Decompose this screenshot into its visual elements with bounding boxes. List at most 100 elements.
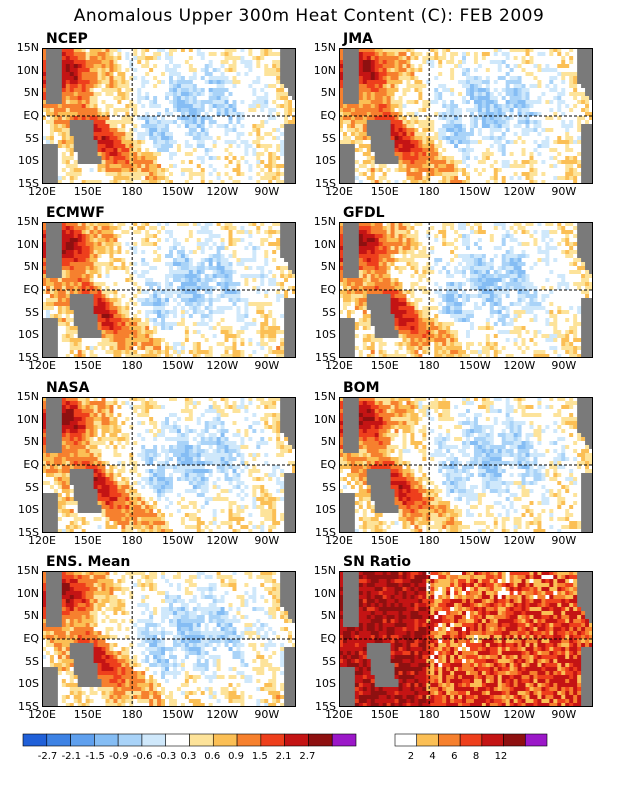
grid-cell bbox=[370, 160, 376, 165]
grid-cell bbox=[354, 108, 360, 113]
grid-cell bbox=[65, 246, 71, 251]
grid-cell bbox=[216, 80, 221, 85]
grid-cell bbox=[248, 52, 253, 57]
grid-cell bbox=[204, 116, 210, 121]
grid-cell bbox=[469, 64, 475, 69]
grid-cell bbox=[228, 140, 233, 145]
grid-cell bbox=[89, 246, 94, 251]
grid-cell bbox=[161, 230, 166, 235]
grid-cell bbox=[101, 164, 106, 169]
grid-cell bbox=[521, 152, 526, 157]
grid-cell bbox=[422, 76, 427, 81]
grid-cell bbox=[244, 164, 249, 169]
grid-cell bbox=[418, 84, 423, 89]
grid-cell bbox=[137, 76, 142, 81]
grid-cell bbox=[93, 56, 98, 61]
grid-cell bbox=[501, 120, 507, 125]
grid-cell bbox=[169, 238, 174, 243]
grid-cell bbox=[422, 116, 427, 121]
grid-cell bbox=[248, 160, 253, 165]
grid-cell bbox=[346, 128, 352, 133]
grid-cell bbox=[105, 52, 110, 57]
grid-cell bbox=[430, 76, 435, 81]
grid-cell bbox=[517, 72, 522, 77]
grid-cell bbox=[549, 180, 554, 184]
grid-cell bbox=[370, 52, 376, 57]
grid-cell bbox=[394, 112, 399, 117]
grid-cell bbox=[196, 250, 202, 255]
land-cell bbox=[45, 230, 51, 235]
grid-cell bbox=[69, 164, 75, 169]
grid-cell bbox=[541, 140, 546, 145]
grid-cell bbox=[378, 80, 384, 85]
grid-cell bbox=[339, 88, 344, 93]
grid-cell bbox=[525, 180, 530, 184]
grid-cell bbox=[113, 88, 118, 93]
grid-cell bbox=[153, 108, 158, 113]
land-cell bbox=[288, 164, 293, 169]
grid-cell bbox=[69, 176, 75, 181]
grid-cell bbox=[65, 112, 71, 117]
grid-cell bbox=[208, 176, 214, 181]
grid-cell bbox=[153, 226, 158, 231]
grid-cell bbox=[172, 84, 178, 89]
grid-cell bbox=[97, 116, 102, 121]
grid-cell bbox=[276, 234, 281, 239]
grid-cell bbox=[485, 92, 491, 97]
grid-cell bbox=[57, 136, 63, 141]
grid-cell bbox=[513, 128, 518, 133]
grid-cell bbox=[192, 92, 198, 97]
grid-cell bbox=[137, 144, 142, 149]
grid-cell bbox=[533, 64, 538, 69]
grid-cell bbox=[161, 72, 166, 77]
grid-cell bbox=[462, 112, 467, 117]
grid-cell bbox=[386, 168, 391, 173]
grid-cell bbox=[565, 120, 570, 125]
grid-cell bbox=[557, 108, 562, 113]
grid-cell bbox=[288, 116, 293, 121]
grid-cell bbox=[276, 140, 281, 145]
grid-cell bbox=[180, 242, 186, 247]
grid-cell bbox=[220, 108, 225, 113]
grid-cell bbox=[192, 128, 198, 133]
grid-cell bbox=[117, 238, 122, 243]
grid-cell bbox=[228, 120, 233, 125]
grid-cell bbox=[204, 140, 210, 145]
grid-cell bbox=[446, 116, 451, 121]
grid-cell bbox=[466, 140, 471, 145]
grid-cell bbox=[101, 72, 106, 77]
grid-cell bbox=[362, 132, 368, 137]
grid-cell bbox=[354, 124, 360, 129]
land-cell bbox=[350, 72, 356, 77]
grid-cell bbox=[473, 128, 479, 133]
grid-cell bbox=[438, 56, 443, 61]
grid-cell bbox=[161, 136, 166, 141]
grid-cell bbox=[85, 84, 91, 89]
land-cell bbox=[585, 172, 590, 177]
grid-cell bbox=[228, 250, 233, 255]
grid-cell bbox=[69, 84, 75, 89]
land-cell bbox=[49, 180, 55, 184]
grid-cell bbox=[93, 222, 98, 227]
grid-cell bbox=[509, 140, 515, 145]
grid-cell bbox=[45, 136, 51, 141]
grid-cell bbox=[188, 60, 194, 65]
grid-cell bbox=[169, 230, 174, 235]
grid-cell bbox=[374, 72, 380, 77]
grid-cell bbox=[366, 152, 372, 157]
grid-cell bbox=[89, 116, 94, 121]
grid-cell bbox=[414, 68, 419, 73]
grid-cell bbox=[73, 234, 79, 239]
grid-cell bbox=[426, 60, 431, 65]
grid-cell bbox=[529, 172, 534, 177]
land-cell bbox=[585, 164, 590, 169]
grid-cell bbox=[61, 92, 67, 97]
grid-cell bbox=[260, 112, 265, 117]
grid-cell bbox=[93, 76, 98, 81]
grid-cell bbox=[129, 258, 134, 263]
grid-cell bbox=[414, 56, 419, 61]
grid-cell bbox=[228, 116, 233, 121]
grid-cell bbox=[406, 96, 411, 101]
land-cell bbox=[292, 164, 296, 169]
grid-cell bbox=[73, 52, 79, 57]
